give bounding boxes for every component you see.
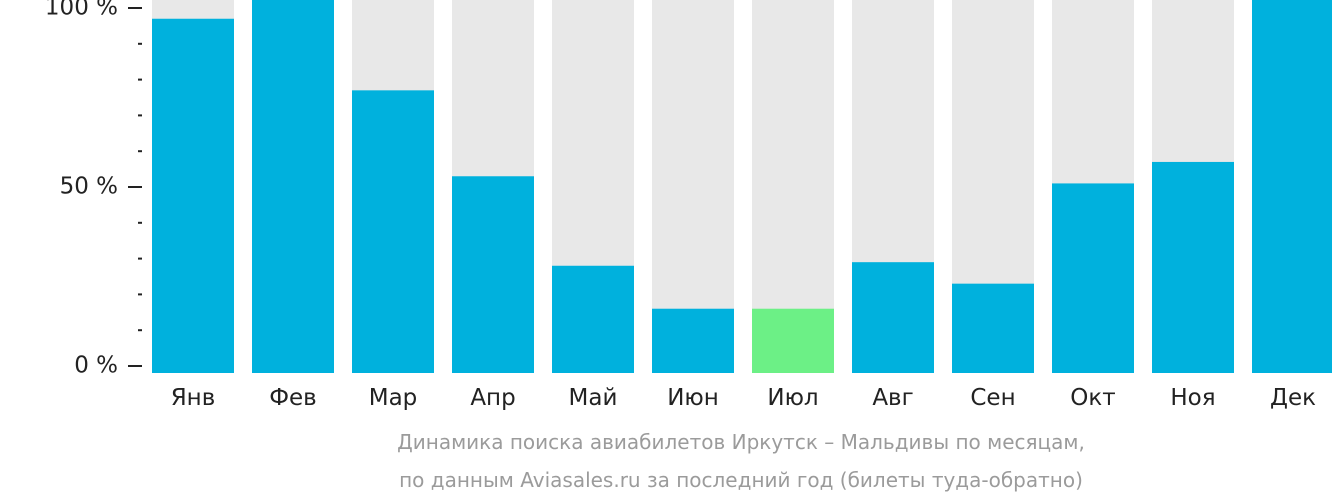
x-tick-label: Сен	[970, 385, 1015, 411]
bar-6[interactable]	[752, 308, 834, 373]
bar-8[interactable]	[952, 283, 1034, 373]
x-tick-label: Окт	[1070, 385, 1115, 411]
x-tick-label: Ноя	[1170, 385, 1215, 411]
y-axis: 0 % 50 % 100 %	[45, 0, 142, 379]
y-tick-label: 0 %	[74, 353, 118, 379]
bar-1[interactable]	[252, 0, 334, 373]
x-tick-label: Янв	[171, 385, 216, 411]
x-tick-label: Июн	[667, 385, 719, 411]
bars-group	[152, 0, 1332, 374]
bar-0[interactable]	[152, 18, 234, 374]
x-tick-label: Май	[569, 385, 618, 411]
x-axis-labels: Янв Фев Мар Апр Май Июн Июл Авг Сен Окт Ноя Дек	[171, 385, 1316, 411]
x-tick-label: Дек	[1270, 385, 1316, 411]
y-tick-label: 100 %	[45, 0, 118, 21]
bar-10[interactable]	[1152, 161, 1234, 373]
bar-3[interactable]	[452, 176, 534, 373]
chart-caption-line-2: по данным Aviasales.ru за последний год …	[399, 468, 1083, 492]
bar-5[interactable]	[652, 308, 734, 373]
chart-caption-line-1: Динамика поиска авиабилетов Иркутск – Ма…	[397, 430, 1085, 454]
bar-4[interactable]	[552, 265, 634, 373]
x-tick-label: Фев	[269, 385, 317, 411]
bar-11[interactable]	[1252, 0, 1332, 373]
x-tick-label: Апр	[470, 385, 515, 411]
x-tick-label: Июл	[767, 385, 818, 411]
x-tick-label: Мар	[369, 385, 418, 411]
y-tick-label: 50 %	[60, 174, 118, 200]
x-tick-label: Авг	[872, 385, 913, 411]
bar-2[interactable]	[352, 90, 434, 373]
bar-9[interactable]	[1052, 183, 1134, 373]
bar-7[interactable]	[852, 262, 934, 373]
monthly-search-bar-chart: 0 % 50 % 100 % Янв Фев Мар Апр Май Июн Июл Авг Сен…	[45, 0, 1332, 411]
